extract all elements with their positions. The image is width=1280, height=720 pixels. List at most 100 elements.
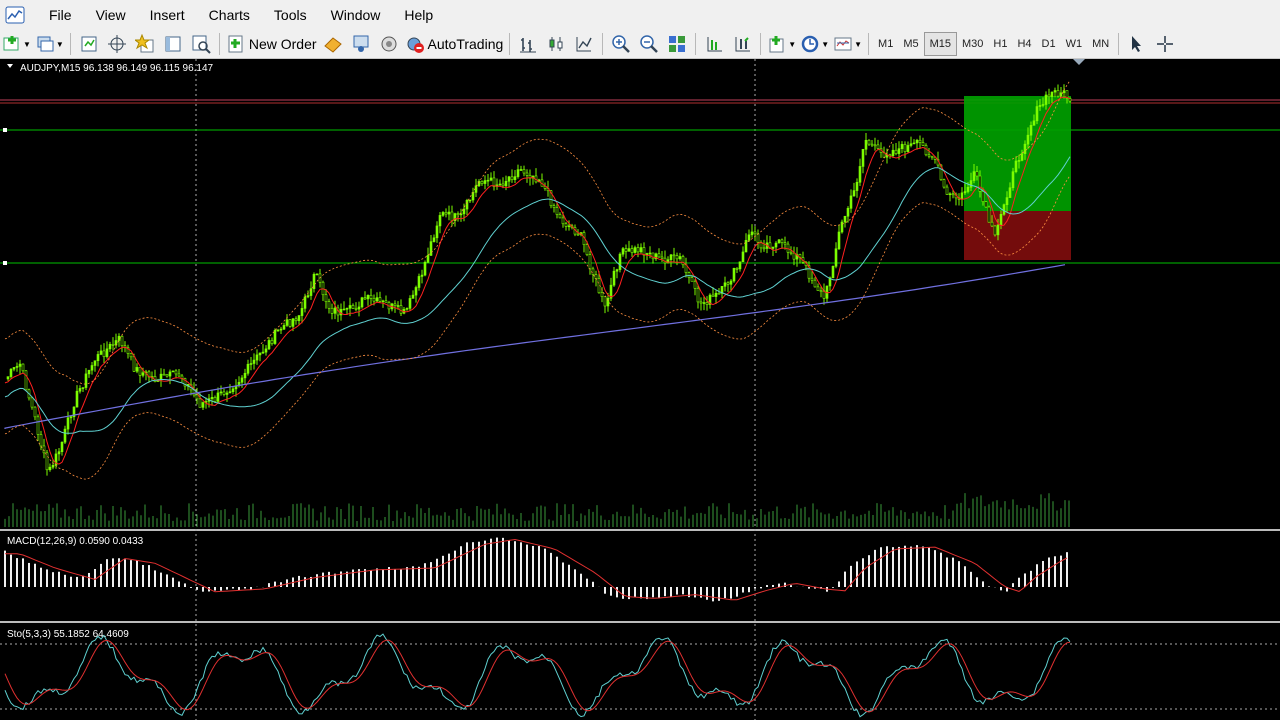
timeframe-w1-button[interactable]: W1	[1065, 38, 1083, 50]
chart-window[interactable]: AUDJPY,M15 96.138 96.149 96.115 96.147 M…	[0, 59, 1280, 720]
candlestick-button[interactable]	[544, 32, 568, 56]
toolbar: ▼ ▼ New Order AutoTrading	[0, 30, 1280, 59]
timeframe-d1-button[interactable]: D1	[1041, 38, 1056, 50]
new-chart-button[interactable]: ▼	[2, 32, 31, 56]
candle-body	[903, 144, 907, 152]
candle-body	[930, 155, 934, 158]
new-chart-icon	[3, 36, 19, 51]
candle-body	[924, 145, 928, 156]
timeframe-mn-button[interactable]: MN	[1092, 38, 1110, 50]
navigator-button[interactable]	[133, 32, 157, 56]
templates-button[interactable]: ▼	[833, 32, 862, 56]
profiles-button[interactable]: ▼	[35, 32, 64, 56]
candle-body	[783, 242, 787, 245]
candle-body	[162, 373, 166, 376]
menu-insert[interactable]: Insert	[149, 7, 185, 23]
menu-tools[interactable]: Tools	[273, 7, 307, 23]
macd-signal-line	[5, 538, 1068, 601]
price-pane[interactable]	[0, 59, 1280, 527]
candle-body	[618, 253, 622, 270]
line-chart-button[interactable]	[572, 32, 596, 56]
candle-body	[102, 350, 106, 357]
candle-body	[690, 277, 694, 282]
signals-button[interactable]	[349, 32, 373, 56]
candle-body	[426, 255, 430, 263]
cursor-button[interactable]	[1125, 32, 1149, 56]
chart-shift-button[interactable]	[702, 32, 726, 56]
chevron-down-icon[interactable]: ▼	[788, 39, 797, 49]
candle-body	[990, 221, 994, 227]
crosshair-icon	[1157, 36, 1174, 52]
chevron-down-icon[interactable]: ▼	[821, 39, 830, 49]
chevron-down-icon[interactable]: ▼	[23, 39, 31, 49]
candle-body	[183, 378, 187, 387]
candle-body	[870, 143, 874, 146]
timeframe-h4-button[interactable]: H4	[1017, 38, 1032, 50]
candle-body	[324, 294, 328, 302]
terminal-button[interactable]	[161, 32, 185, 56]
candle-body	[99, 350, 103, 355]
macd-pane[interactable]	[4, 537, 1068, 602]
candle-body	[399, 305, 403, 314]
timeframe-m1-button[interactable]: M1	[878, 38, 894, 50]
candle-body	[672, 254, 676, 257]
candle-body	[711, 294, 715, 297]
market-button[interactable]	[377, 32, 401, 56]
zoom-out-icon	[640, 35, 659, 53]
crosshair-button[interactable]	[1153, 32, 1177, 56]
stochastic-pane[interactable]	[4, 633, 1071, 718]
candle-body	[132, 356, 136, 372]
chart-canvas[interactable]: AUDJPY,M15 96.138 96.149 96.115 96.147 M…	[0, 59, 1280, 720]
stochastic-header: Sto(5,3,3) 55.1852 64.4609	[7, 629, 129, 640]
candle-body	[999, 214, 1003, 226]
candle-body	[36, 416, 40, 435]
candle-body	[516, 169, 520, 177]
metaeditor-button[interactable]	[321, 32, 345, 56]
menu-window[interactable]: Window	[330, 7, 381, 23]
candle-body	[216, 392, 220, 402]
zoom-in-button[interactable]	[609, 32, 633, 56]
symbol-dropdown-icon[interactable]	[7, 64, 13, 68]
autotrading-button[interactable]: AutoTrading	[405, 32, 503, 56]
navigator-star-icon	[134, 34, 154, 53]
candle-body	[81, 387, 85, 389]
data-window-button[interactable]	[105, 32, 129, 56]
zoom-out-button[interactable]	[637, 32, 661, 56]
chevron-down-icon[interactable]: ▼	[55, 39, 64, 49]
candle-body	[267, 340, 271, 350]
candle-body	[1014, 160, 1018, 172]
strategy-tester-button[interactable]	[189, 32, 213, 56]
menu-bar: File View Insert Charts Tools Window Hel…	[0, 0, 1280, 30]
candle-body	[669, 254, 673, 260]
candle-body	[291, 318, 295, 327]
auto-scroll-button[interactable]	[730, 32, 754, 56]
menu-charts[interactable]: Charts	[208, 7, 250, 23]
candle-body	[315, 273, 319, 276]
timeframe-m30-button[interactable]: M30	[962, 38, 984, 50]
menu-view[interactable]: View	[95, 7, 126, 23]
candle-body	[837, 231, 841, 250]
indicators-button[interactable]: ▼	[767, 32, 796, 56]
candle-body	[960, 192, 964, 200]
market-watch-button[interactable]	[77, 32, 101, 56]
new-order-button[interactable]: New Order	[226, 32, 317, 56]
timeframe-h1-button[interactable]: H1	[993, 38, 1008, 50]
metatrader-app-icon[interactable]	[5, 5, 25, 25]
tile-windows-button[interactable]	[665, 32, 689, 56]
candle-body	[717, 292, 721, 295]
menu-help[interactable]: Help	[404, 7, 434, 23]
toolbar-separator	[69, 33, 71, 55]
candle-body	[447, 211, 451, 215]
menu-file[interactable]: File	[49, 7, 72, 23]
candle-body	[222, 391, 226, 395]
timeframe-m5-button[interactable]: M5	[903, 38, 919, 50]
moving-average-fast-line	[4, 96, 1071, 465]
candle-body	[912, 142, 916, 145]
chevron-down-icon[interactable]: ▼	[854, 39, 863, 49]
bar-chart-button[interactable]	[516, 32, 540, 56]
strategy-tester-icon	[192, 35, 211, 54]
timeframe-m15-button[interactable]: M15	[923, 32, 958, 56]
candle-body	[564, 223, 568, 227]
candle-body	[900, 144, 904, 149]
periodicity-button[interactable]: ▼	[800, 32, 829, 56]
